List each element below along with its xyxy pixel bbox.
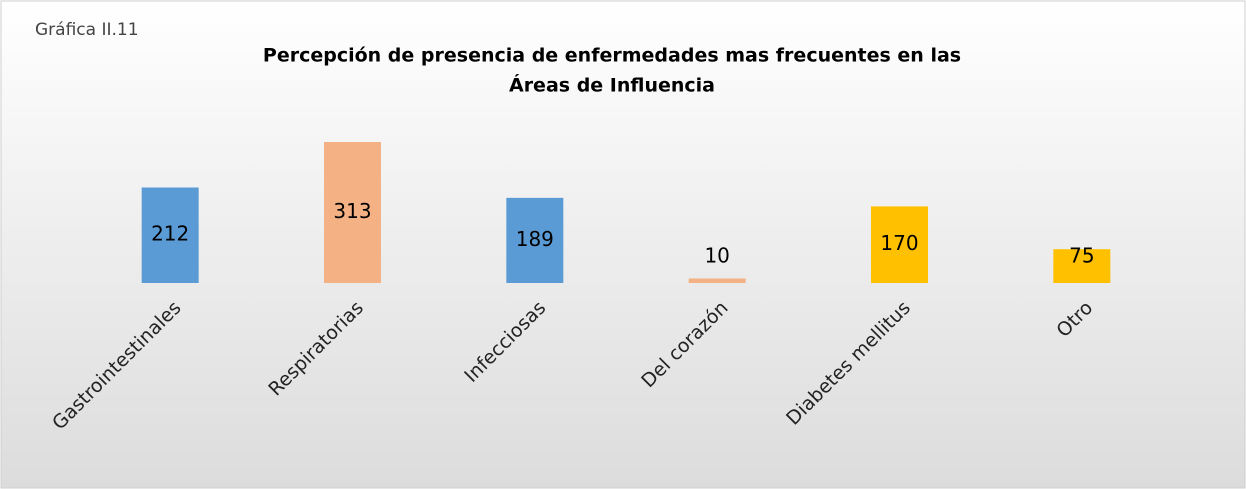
chart-annotation: Gráfica II.11 bbox=[35, 20, 139, 40]
data-label: 10 bbox=[704, 244, 729, 268]
bar bbox=[1053, 249, 1111, 283]
chart-title: Percepción de presencia de enfermedades … bbox=[263, 45, 961, 67]
bar bbox=[871, 206, 928, 283]
bar bbox=[688, 278, 746, 283]
data-label: 212 bbox=[151, 222, 189, 246]
data-label: 75 bbox=[1069, 244, 1094, 268]
data-label: 189 bbox=[516, 227, 554, 251]
data-label: 313 bbox=[333, 199, 371, 223]
bar bbox=[141, 187, 199, 283]
data-label: 170 bbox=[880, 231, 918, 255]
chart-title: Áreas de Influencia bbox=[509, 74, 715, 97]
bar bbox=[506, 197, 564, 283]
bar bbox=[324, 142, 381, 283]
